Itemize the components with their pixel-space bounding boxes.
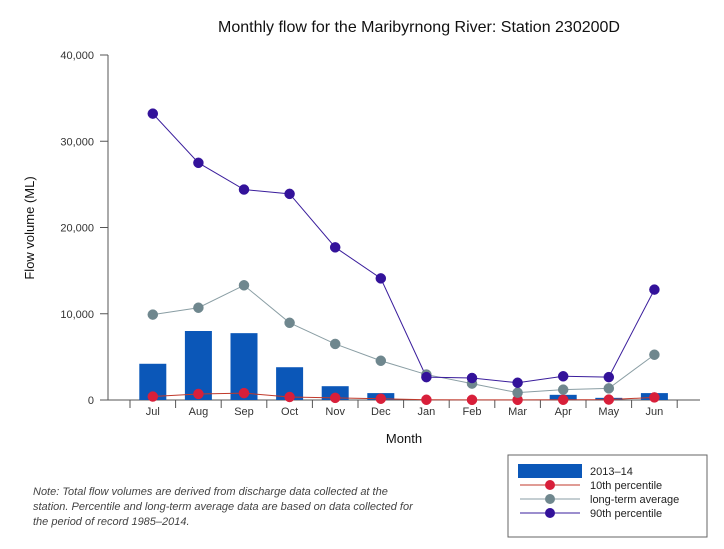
y-tick-label: 0 bbox=[88, 395, 94, 407]
chart-title: Monthly flow for the Maribyrnong River: … bbox=[218, 19, 620, 36]
x-tick-label: Oct bbox=[281, 406, 298, 418]
x-tick-label: May bbox=[598, 406, 619, 418]
legend: 2013–14 10th percentile long-term average 9… bbox=[507, 454, 708, 538]
series-line bbox=[152, 284, 655, 394]
bar bbox=[184, 331, 212, 400]
y-tick-label: 10,000 bbox=[60, 309, 94, 321]
legend-label: 2013–14 bbox=[590, 466, 633, 478]
data-point bbox=[421, 371, 432, 383]
data-point bbox=[147, 108, 159, 119]
data-point bbox=[512, 377, 523, 388]
data-point bbox=[375, 273, 387, 284]
data-point bbox=[238, 280, 250, 291]
x-tick-label: Aug bbox=[189, 406, 209, 418]
data-point bbox=[147, 309, 159, 320]
y-tick-label: 20,000 bbox=[60, 223, 94, 235]
data-point bbox=[603, 394, 615, 405]
data-point bbox=[284, 188, 295, 200]
series-line bbox=[152, 113, 655, 384]
x-tick-label: Jun bbox=[646, 406, 664, 418]
data-point bbox=[603, 383, 615, 394]
data-point bbox=[466, 394, 478, 406]
x-tick-label: Feb bbox=[463, 406, 482, 418]
data-point bbox=[649, 392, 660, 403]
data-point bbox=[466, 372, 478, 384]
data-point bbox=[512, 387, 523, 398]
x-tick-label: Jan bbox=[418, 406, 436, 418]
x-tick-label: Jul bbox=[146, 406, 160, 418]
legend-label: long-term average bbox=[590, 494, 679, 506]
bars-layer bbox=[139, 331, 668, 400]
data-point bbox=[238, 387, 250, 399]
axes-layer: 0 10,000 20,000 30,000 40,000 Jul Aug Sep Oct Nov… bbox=[60, 50, 700, 418]
legend-label: 10th percentile bbox=[590, 480, 662, 492]
data-point bbox=[193, 157, 204, 169]
data-point bbox=[557, 384, 569, 395]
data-point bbox=[284, 317, 295, 329]
legend-marker bbox=[545, 494, 555, 504]
data-point bbox=[193, 302, 204, 313]
x-tick-label: Mar bbox=[508, 406, 527, 418]
data-point bbox=[329, 242, 341, 253]
data-point bbox=[557, 394, 569, 405]
data-point bbox=[284, 391, 295, 403]
data-point bbox=[603, 371, 615, 383]
footnote: Note: Total flow volumes are derived fro… bbox=[33, 486, 413, 528]
y-tick-label: 40,000 bbox=[60, 50, 94, 62]
data-point bbox=[421, 394, 432, 405]
series-line bbox=[152, 392, 655, 401]
data-point bbox=[375, 355, 387, 367]
data-point bbox=[649, 284, 660, 295]
x-tick-label: Sep bbox=[234, 406, 254, 418]
x-tick-label: Apr bbox=[555, 406, 572, 418]
data-point bbox=[238, 184, 250, 195]
y-tick-label: 30,000 bbox=[60, 136, 94, 148]
legend-label: 90th percentile bbox=[590, 508, 662, 520]
data-point bbox=[329, 338, 341, 350]
data-point bbox=[375, 393, 387, 404]
legend-marker bbox=[545, 480, 555, 490]
data-point bbox=[193, 388, 204, 400]
lines-layer bbox=[147, 108, 660, 406]
x-axis-label: Month bbox=[386, 431, 422, 446]
x-tick-label: Dec bbox=[371, 406, 391, 418]
data-point bbox=[147, 391, 159, 402]
data-point bbox=[329, 392, 341, 404]
legend-swatch bbox=[518, 464, 582, 478]
legend-marker bbox=[545, 508, 555, 518]
y-axis-label: Flow volume (ML) bbox=[22, 176, 37, 279]
x-tick-label: Nov bbox=[325, 406, 345, 418]
data-point bbox=[649, 349, 660, 360]
data-point bbox=[557, 371, 569, 382]
